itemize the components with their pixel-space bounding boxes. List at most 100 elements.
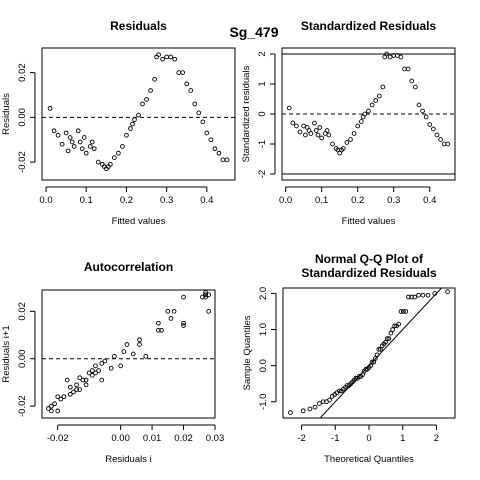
residuals-y-tick-label: -0.02 <box>17 151 28 173</box>
residuals-point <box>108 161 113 167</box>
autocorrelation-point <box>86 370 92 376</box>
residuals-point <box>47 106 53 111</box>
qqplot-x-tick-label: 0 <box>366 433 371 444</box>
qqplot-point <box>378 347 383 352</box>
qqplot-point <box>401 309 406 314</box>
residuals-x-tick-label: 0.4 <box>200 195 213 206</box>
standardized-x-tick-label: 0.4 <box>423 195 436 206</box>
standardized-x-tick-label: 0.1 <box>315 195 328 206</box>
standardized-x-tick-label: 0.2 <box>351 195 364 206</box>
standardized-point <box>376 93 382 99</box>
standardized-point <box>308 131 314 136</box>
residuals-point <box>69 139 75 145</box>
residuals-point <box>200 119 206 125</box>
residuals-x-tick-label: 0.0 <box>39 195 52 206</box>
residuals-point <box>156 52 161 58</box>
qqplot-points <box>288 289 450 415</box>
autocorrelation-point <box>83 377 89 383</box>
autocorrelation-point <box>58 396 64 402</box>
residuals-point <box>196 110 202 116</box>
residuals-point <box>148 88 153 93</box>
residuals-x-axis: 0.0 0.1 0.2 0.3 0.4 <box>39 186 213 206</box>
qqplot-point <box>360 372 365 378</box>
standardized-point <box>416 102 422 108</box>
autocorrelation-point <box>93 363 98 369</box>
autocorrelation-point <box>181 320 186 326</box>
standardized-x-axis: 0.0 0.1 0.2 0.3 0.4 <box>279 186 436 206</box>
autocorrelation-point <box>206 292 212 298</box>
qqplot-point <box>300 408 306 414</box>
standardized-point <box>409 78 415 84</box>
standardized-point <box>313 128 319 133</box>
qqplot-point <box>307 406 313 412</box>
autocorrelation-x-axis: -0.02 0.00 0.01 0.02 0.03 <box>47 424 225 444</box>
residuals-point <box>116 150 121 156</box>
residuals-point <box>180 70 186 75</box>
autocorrelation-y-axis: -0.02 0.00 0.02 <box>17 302 36 417</box>
autocorrelation-point <box>203 292 208 298</box>
residuals-point <box>87 144 93 149</box>
qqplot-point <box>412 294 418 300</box>
qqplot-x-label: Theoretical Quantiles <box>324 454 414 465</box>
standardized-point <box>348 137 353 142</box>
autocorrelation-point <box>52 401 57 407</box>
standardized-x-tick-label: 0.0 <box>279 195 292 206</box>
residuals-point <box>65 148 71 154</box>
qqplot-x-tick-label: -2 <box>297 433 305 444</box>
residuals-point <box>144 97 149 102</box>
residuals-point <box>83 150 89 156</box>
autocorrelation-point <box>203 294 208 300</box>
standardized-y-tick-label: 0 <box>257 111 268 116</box>
standardized-panel: Standardized Residuals 0.0 0.1 0.2 0.3 0.4 Fit… <box>241 19 456 227</box>
residuals-point <box>77 139 83 145</box>
standardized-point <box>434 132 440 138</box>
autocorrelation-y-tick-label: 0.00 <box>17 349 28 368</box>
residuals-y-label: Residuals <box>1 93 12 135</box>
standardized-point <box>431 126 436 132</box>
qqplot-x-tick-label: 2 <box>434 433 439 444</box>
autocorrelation-x-tick-label: 0.03 <box>206 433 225 444</box>
standardized-point <box>297 129 303 135</box>
autocorrelation-point <box>64 377 70 383</box>
qqplot-y-tick-label: 1.0 <box>258 323 269 336</box>
autocorrelation-point <box>124 342 130 347</box>
residuals-point <box>216 150 222 156</box>
qqplot-point <box>392 323 397 329</box>
residuals-point <box>164 54 169 60</box>
standardized-point <box>351 131 357 136</box>
autocorrelation-point <box>137 342 142 347</box>
autocorrelation-point <box>206 308 212 314</box>
residuals-point <box>67 135 73 140</box>
autocorrelation-point <box>159 327 164 333</box>
autocorrelation-point <box>61 394 67 400</box>
autocorrelation-point <box>203 290 208 295</box>
residuals-point <box>79 146 85 152</box>
autocorrelation-point <box>99 377 105 383</box>
autocorrelation-point <box>156 320 161 326</box>
standardized-point <box>398 54 404 60</box>
qqplot-x-tick-label: 1 <box>400 433 405 444</box>
autocorrelation-x-label: Residuals i <box>105 454 151 465</box>
standardized-y-tick-label: 1 <box>257 81 268 86</box>
residuals-y-tick-label: 0.00 <box>17 108 28 127</box>
residuals-point <box>63 130 69 136</box>
autocorrelation-point <box>74 387 79 392</box>
residuals-point <box>188 88 194 93</box>
qqplot-point <box>383 339 388 345</box>
autocorrelation-point <box>83 382 89 388</box>
standardized-point <box>438 137 443 142</box>
standardized-y-tick-label: -2 <box>257 170 268 178</box>
autocorrelation-point <box>168 316 174 321</box>
residuals-y-tick-label: 0.02 <box>17 63 28 82</box>
autocorrelation-point <box>96 368 101 373</box>
residuals-point <box>91 146 97 152</box>
autocorrelation-y-label: Residuals i+1 <box>1 325 12 382</box>
standardized-x-tick-label: 0.3 <box>387 195 400 206</box>
residuals-point <box>140 101 145 107</box>
residuals-point <box>51 128 57 134</box>
standardized-point <box>319 135 324 141</box>
autocorrelation-point <box>89 372 95 378</box>
autocorrelation-point <box>49 408 54 414</box>
autocorrelation-x-tick-label: 0.01 <box>143 433 162 444</box>
qqplot-point <box>398 309 404 314</box>
